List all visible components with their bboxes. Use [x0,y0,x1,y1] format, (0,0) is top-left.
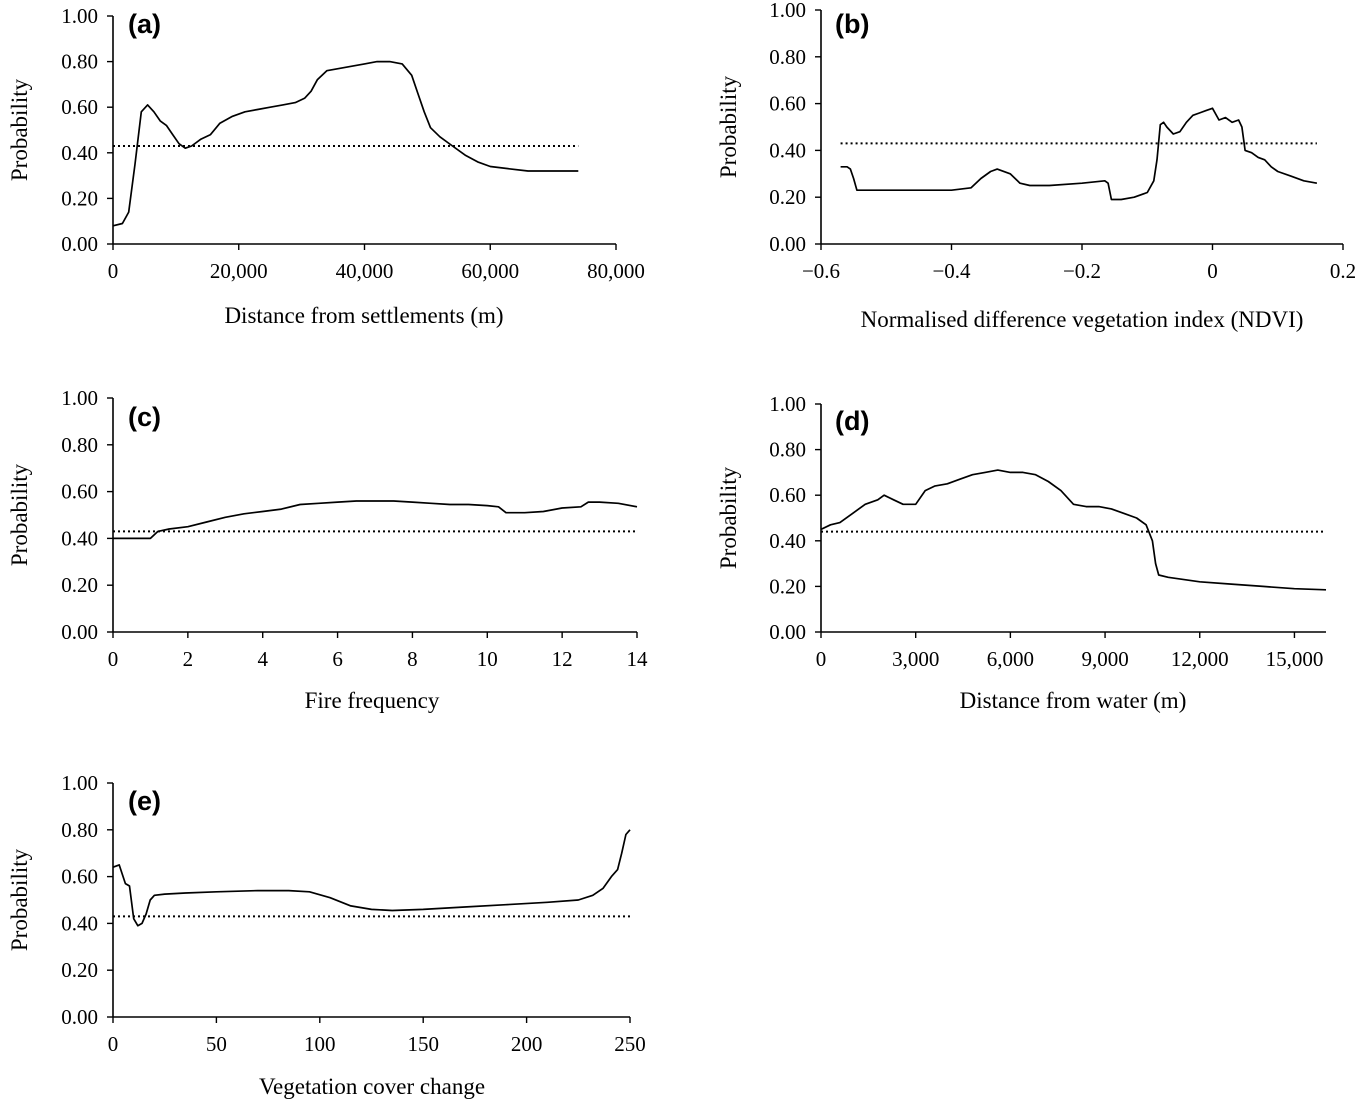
y-tick-label: 0.60 [61,95,98,119]
panel-label: (b) [835,9,869,39]
panel-label: (c) [128,402,161,432]
x-tick-label: 4 [257,647,268,671]
y-tick-label: 0.00 [769,620,806,644]
y-tick-label: 0.80 [61,50,98,74]
x-tick-label: 0 [108,647,119,671]
x-tick-label: 0 [108,259,119,283]
x-tick-label: 0.2 [1330,259,1356,283]
x-tick-label: −0.2 [1063,259,1101,283]
x-tick-label: 8 [407,647,418,671]
y-tick-label: 0.60 [769,483,806,507]
y-tick-label: 0.40 [769,138,806,162]
x-tick-label: 200 [511,1032,543,1056]
response-curve [112,60,579,227]
y-axis-title: Probability [716,466,741,569]
x-tick-label: 0 [816,647,827,671]
x-tick-label: 10 [477,647,498,671]
response-curve [820,469,1327,591]
x-tick-label: 14 [627,647,649,671]
x-tick-label: 150 [407,1032,439,1056]
response-curve [113,500,638,540]
x-tick-label: 6 [332,647,343,671]
y-tick-label: 0.60 [61,480,98,504]
y-tick-label: 0.80 [769,438,806,462]
y-tick-label: 0.60 [769,92,806,116]
y-tick-label: 0.00 [61,232,98,256]
y-tick-label: 1.00 [61,771,98,795]
panel-a: 0.00 0.20 0.40 0.60 0.80 1.00 0 20,000 40,000 60,… [7,4,645,328]
x-tick-label: −0.4 [932,259,971,283]
y-tick-label: 0.00 [61,1005,98,1029]
y-tick-label: 0.40 [61,526,98,550]
x-tick-label: 20,000 [210,259,268,283]
x-tick-label: 12 [552,647,573,671]
x-tick-label: 40,000 [336,259,394,283]
x-tick-label: 0 [108,1032,119,1056]
y-tick-label: 0.80 [61,433,98,457]
y-axis-title: Probability [7,78,32,181]
x-axis-title: Vegetation cover change [259,1074,485,1099]
x-tick-label: 0 [1207,259,1218,283]
y-tick-label: 0.40 [769,529,806,553]
x-tick-label: 9,000 [1081,647,1128,671]
panel-label: (e) [128,786,161,816]
x-tick-label: 3,000 [892,647,939,671]
y-tick-label: 0.40 [61,911,98,935]
y-tick-label: 1.00 [61,386,98,410]
x-tick-label: 2 [183,647,194,671]
y-tick-label: 0.80 [61,818,98,842]
panel-b: 0.00 0.20 0.40 0.60 0.80 1.00 −0.6 −0.4 −0.2 0 0.2… [716,0,1356,332]
response-curve [112,829,631,927]
x-tick-label: 12,000 [1171,647,1229,671]
panel-label: (a) [128,9,161,39]
panel-c: 0.00 0.20 0.40 0.60 0.80 1.00 0 2 4 6 8 10 12 14 Fire … [7,386,648,713]
y-tick-label: 0.20 [61,186,98,210]
y-tick-label: 0.20 [61,573,98,597]
x-tick-label: 6,000 [987,647,1034,671]
x-axis-title: Normalised difference vegetation index (… [861,307,1304,332]
y-tick-label: 0.20 [61,958,98,982]
x-tick-label: −0.6 [802,259,840,283]
y-tick-label: 0.00 [61,620,98,644]
x-tick-label: 15,000 [1266,647,1324,671]
x-axis-title: Fire frequency [305,688,440,713]
y-tick-label: 0.20 [769,185,806,209]
panel-label: (d) [835,406,869,436]
y-tick-label: 1.00 [769,0,806,22]
y-tick-label: 0.00 [769,232,806,256]
x-tick-label: 80,000 [587,259,645,283]
x-axis-title: Distance from settlements (m) [224,303,503,328]
y-axis-title: Probability [716,75,741,178]
y-tick-label: 0.40 [61,141,98,165]
y-tick-label: 0.80 [769,45,806,69]
y-tick-label: 0.20 [769,574,806,598]
panel-e: 0.00 0.20 0.40 0.60 0.80 1.00 0 50 100 150 200 250 V… [7,771,646,1099]
x-tick-label: 100 [304,1032,336,1056]
panel-d: 0.00 0.20 0.40 0.60 0.80 1.00 0 3,000 6,000 9,000… [716,392,1327,713]
x-tick-label: 60,000 [461,259,519,283]
y-tick-label: 0.60 [61,865,98,889]
x-axis-title: Distance from water (m) [960,688,1187,713]
y-tick-label: 1.00 [769,392,806,416]
y-axis-title: Probability [7,463,32,566]
x-tick-label: 50 [206,1032,227,1056]
response-curve [840,107,1318,201]
y-tick-label: 1.00 [61,4,98,28]
y-axis-title: Probability [7,848,32,951]
x-tick-label: 250 [614,1032,646,1056]
